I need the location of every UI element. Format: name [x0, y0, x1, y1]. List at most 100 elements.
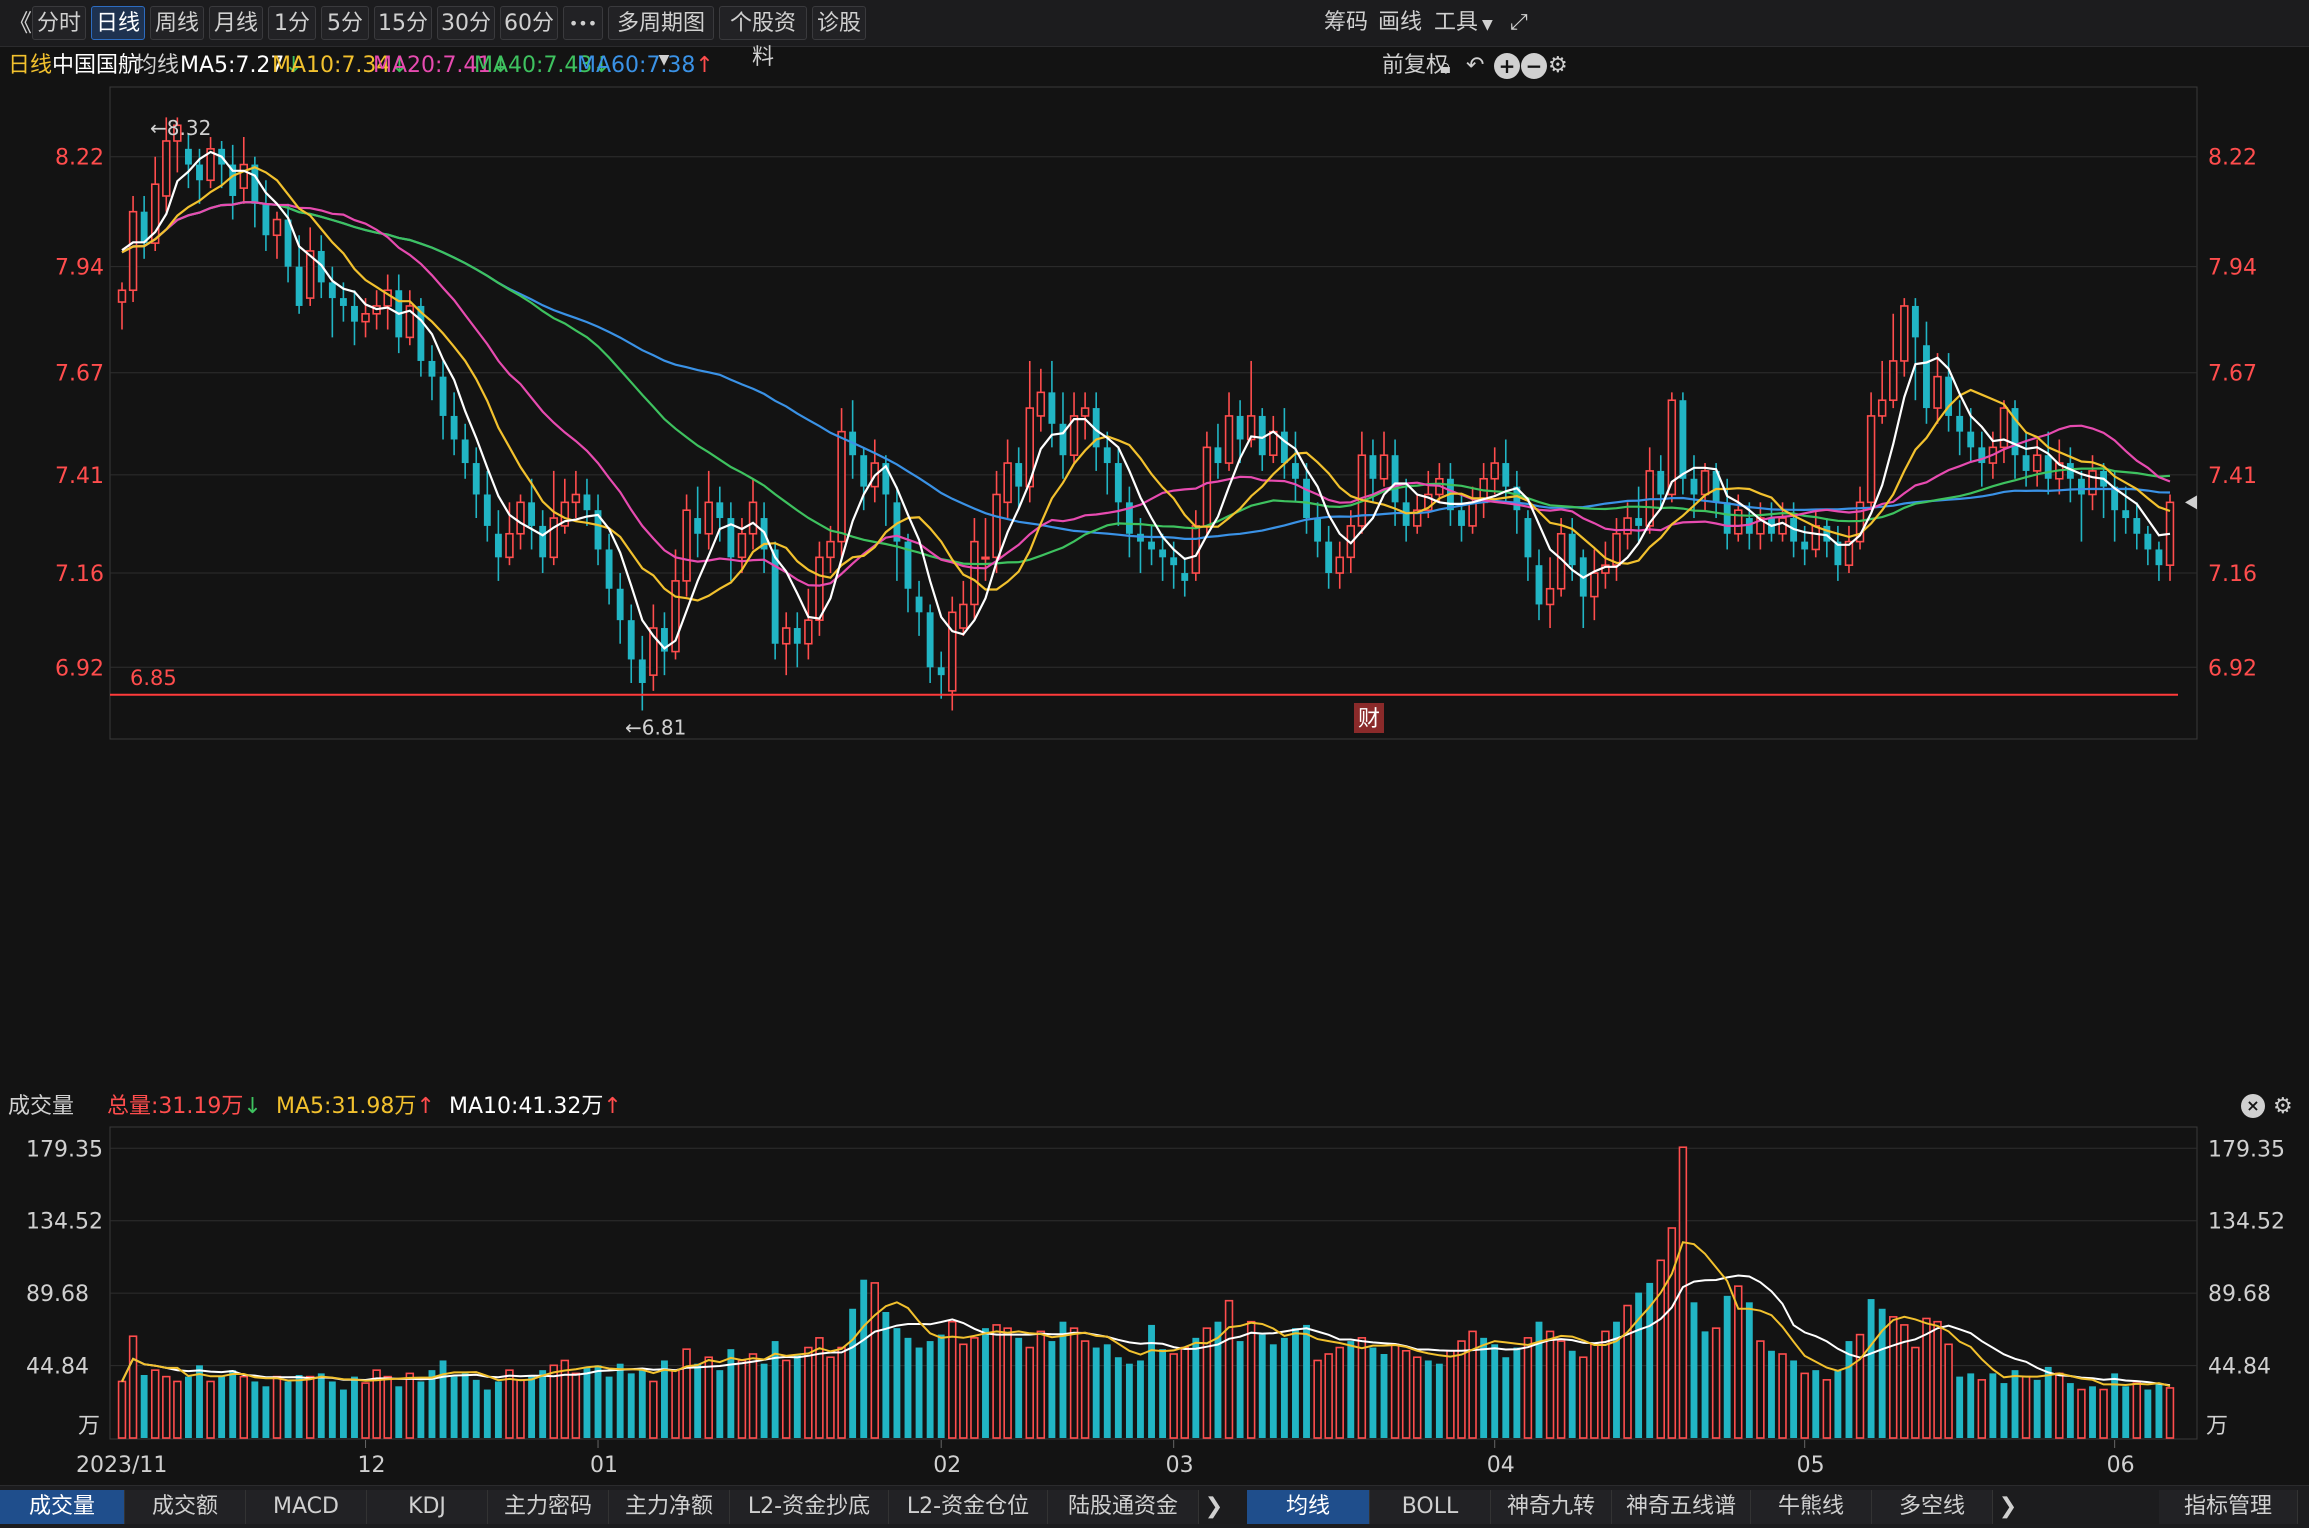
- candle-body-down[interactable]: [1679, 400, 1687, 479]
- volume-bar-up[interactable]: [1977, 1379, 1987, 1439]
- volume-bar-up[interactable]: [1457, 1340, 1466, 1439]
- tab-main-force-net[interactable]: 主力净额: [609, 1490, 730, 1524]
- candle-body-down[interactable]: [539, 525, 547, 558]
- tab-1min[interactable]: 1分: [268, 6, 316, 40]
- tab-macd[interactable]: MACD: [246, 1490, 367, 1524]
- candle-body-down[interactable]: [1325, 541, 1333, 574]
- candle-body-down[interactable]: [904, 541, 912, 589]
- volume-bar-down[interactable]: [1513, 1347, 1521, 1438]
- volume-bar-up[interactable]: [682, 1348, 691, 1439]
- volume-bar-down[interactable]: [1148, 1324, 1155, 1438]
- volume-bar-down[interactable]: [140, 1375, 148, 1438]
- candle-body-down[interactable]: [616, 588, 624, 621]
- zoom-out-icon[interactable]: −: [1521, 53, 1547, 79]
- volume-bar-up[interactable]: [1412, 1356, 1422, 1439]
- candle-body-down[interactable]: [882, 463, 890, 495]
- candle-body-up[interactable]: [1224, 415, 1234, 464]
- candle-body-up[interactable]: [1933, 375, 1942, 409]
- candle-body-up[interactable]: [571, 493, 581, 504]
- diagnose-button[interactable]: 诊股: [812, 6, 866, 40]
- volume-bar-up[interactable]: [781, 1359, 791, 1439]
- volume-bar-down[interactable]: [1956, 1376, 1964, 1438]
- candle-body-up[interactable]: [1269, 430, 1278, 457]
- candle-body-down[interactable]: [1048, 392, 1056, 424]
- volume-bar-down[interactable]: [915, 1347, 923, 1438]
- volume-bar-up[interactable]: [361, 1382, 370, 1439]
- candle-body-down[interactable]: [1923, 345, 1930, 409]
- candle-body-up[interactable]: [1756, 517, 1765, 535]
- volume-bar-up[interactable]: [2132, 1382, 2142, 1439]
- candle-body-up[interactable]: [1379, 454, 1389, 480]
- chip-button[interactable]: 筹码: [1324, 10, 1369, 35]
- volume-bar-down[interactable]: [2000, 1383, 2008, 1438]
- volume-bar-down[interactable]: [528, 1376, 536, 1438]
- volume-bar-down[interactable]: [937, 1334, 945, 1438]
- volume-bar-up[interactable]: [1900, 1324, 1909, 1439]
- volume-bar-down[interactable]: [1347, 1341, 1355, 1438]
- volume-bar-down[interactable]: [1790, 1360, 1798, 1438]
- candle-body-down[interactable]: [1391, 455, 1399, 503]
- volume-bar-up[interactable]: [1944, 1343, 1953, 1439]
- volume-bar-up[interactable]: [405, 1372, 415, 1439]
- volume-bar-up[interactable]: [1590, 1343, 1599, 1439]
- candle-body-down[interactable]: [1214, 447, 1222, 464]
- candle-body-up[interactable]: [1778, 517, 1787, 535]
- candle-body-down[interactable]: [328, 282, 336, 299]
- volume-bar-up[interactable]: [1545, 1330, 1555, 1439]
- volume-bar-down[interactable]: [1125, 1363, 1133, 1438]
- candle-body-down[interactable]: [1369, 455, 1377, 479]
- candle-body-down[interactable]: [1458, 510, 1465, 526]
- volume-bar-down[interactable]: [317, 1373, 325, 1438]
- volume-bar-up[interactable]: [1202, 1327, 1212, 1439]
- volume-bar-up[interactable]: [1800, 1372, 1809, 1439]
- volume-bar-up[interactable]: [2099, 1388, 2108, 1439]
- candle-body-down[interactable]: [2133, 518, 2141, 534]
- gear-icon[interactable]: ⚙: [1548, 53, 1568, 78]
- tab-60min[interactable]: 60分: [500, 6, 558, 40]
- volume-bar-up[interactable]: [1025, 1346, 1034, 1439]
- volume-bar-up[interactable]: [1180, 1346, 1189, 1439]
- candle-body-up[interactable]: [1080, 407, 1090, 417]
- tab-magic-five-lines[interactable]: 神奇五线谱: [1612, 1490, 1751, 1524]
- volume-bar-up[interactable]: [1080, 1340, 1090, 1439]
- volume-bar-down[interactable]: [694, 1363, 702, 1438]
- price-chart[interactable]: 8.22 8.22 7.94 7.94 7.67 7.67 7.41 7.41 7.16 7.16…: [0, 86, 2309, 741]
- volume-bar-down[interactable]: [284, 1381, 292, 1438]
- volume-bar-down[interactable]: [1878, 1308, 1886, 1438]
- candle-body-down[interactable]: [483, 494, 491, 526]
- volume-bar-down[interactable]: [196, 1365, 203, 1438]
- volume-bar-up[interactable]: [1911, 1346, 1920, 1439]
- more-button[interactable]: •••: [563, 6, 603, 40]
- candle-body-up[interactable]: [128, 210, 138, 292]
- volume-bar-down[interactable]: [616, 1363, 624, 1438]
- candle-body-up[interactable]: [948, 611, 957, 692]
- candle-body-up[interactable]: [162, 140, 171, 197]
- candle-body-down[interactable]: [583, 494, 591, 511]
- tab-monthly[interactable]: 月线: [209, 6, 263, 40]
- volume-bar-up[interactable]: [1667, 1227, 1677, 1439]
- volume-bar-up[interactable]: [992, 1324, 1001, 1439]
- volume-bar-down[interactable]: [1424, 1360, 1432, 1438]
- volume-bar-down[interactable]: [1723, 1295, 1731, 1438]
- volume-bar-up[interactable]: [1734, 1285, 1743, 1439]
- candle-body-up[interactable]: [970, 540, 979, 606]
- tab-ma[interactable]: 均线: [1247, 1490, 1370, 1524]
- volume-bar-down[interactable]: [1845, 1341, 1853, 1438]
- volume-bar-down[interactable]: [638, 1370, 646, 1438]
- volume-bar-up[interactable]: [1324, 1353, 1333, 1439]
- tab-magic-nine[interactable]: 神奇九转: [1491, 1490, 1612, 1524]
- volume-bar-down[interactable]: [1192, 1337, 1200, 1438]
- candle-body-down[interactable]: [2155, 549, 2163, 566]
- candle-body-down[interactable]: [1690, 478, 1698, 495]
- candle-body-down[interactable]: [1723, 502, 1731, 534]
- volume-bar-down[interactable]: [395, 1386, 403, 1438]
- volume-bar-up[interactable]: [1623, 1304, 1632, 1439]
- volume-bar-up[interactable]: [1556, 1340, 1566, 1439]
- candle-body-down[interactable]: [1103, 447, 1111, 464]
- volume-bar-down[interactable]: [727, 1349, 735, 1438]
- volume-bar-down[interactable]: [1214, 1321, 1222, 1438]
- candle-body-down[interactable]: [694, 518, 702, 534]
- candle-body-up[interactable]: [2032, 454, 2042, 472]
- candle-body-up[interactable]: [1667, 399, 1677, 496]
- volume-bar-down[interactable]: [2155, 1383, 2163, 1438]
